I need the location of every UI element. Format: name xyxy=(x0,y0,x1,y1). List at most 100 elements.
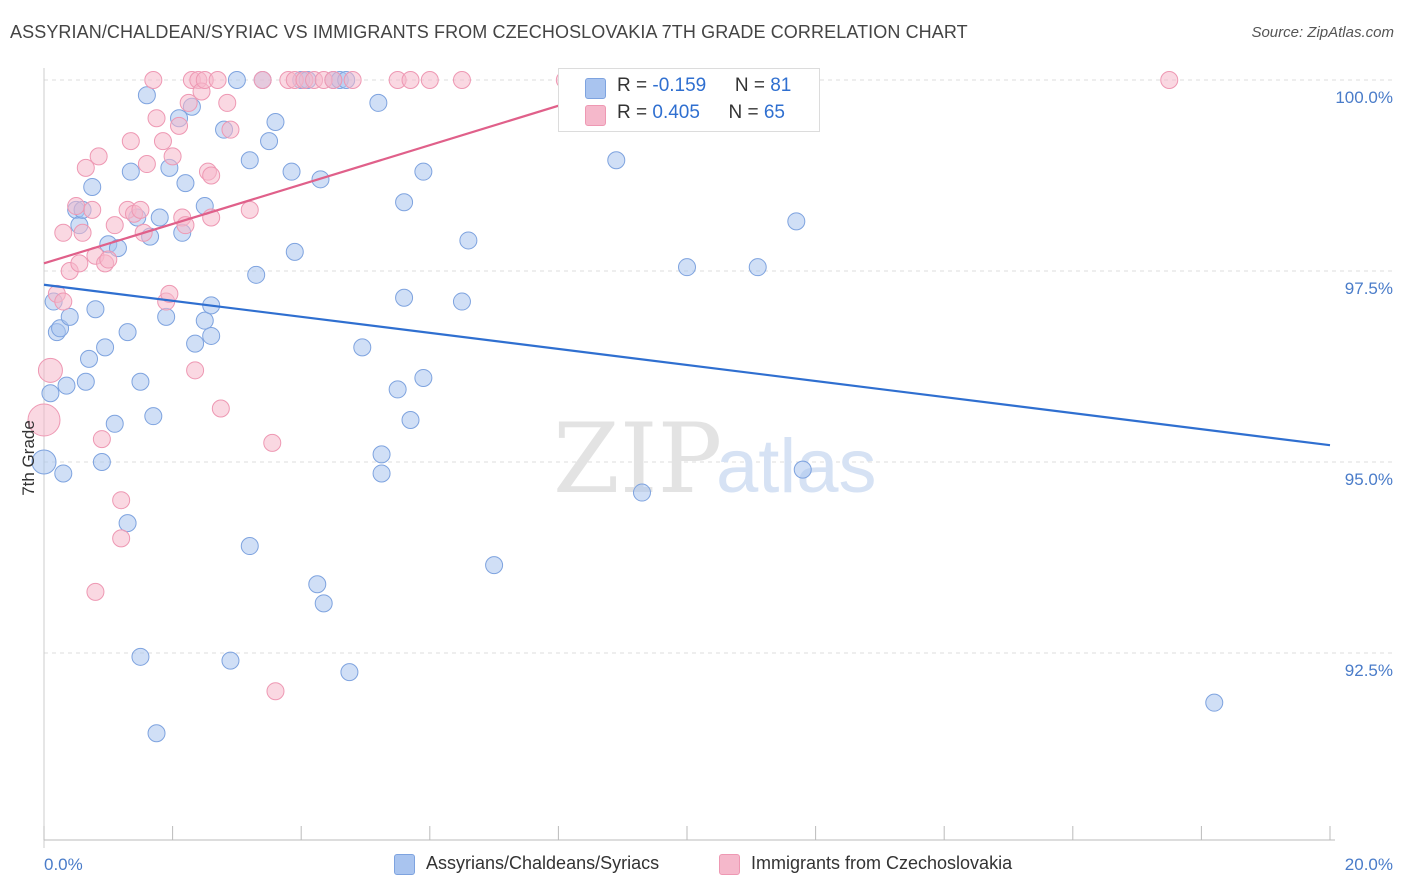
legend-swatch-blue xyxy=(394,854,415,875)
point-czechoslovakia xyxy=(263,433,282,452)
point-czechoslovakia xyxy=(253,71,272,89)
point-assyrians xyxy=(54,464,73,483)
point-czechoslovakia xyxy=(99,250,118,269)
y-tick-label: 95.0% xyxy=(1345,470,1393,489)
point-czechoslovakia xyxy=(202,166,221,185)
point-assyrians xyxy=(372,464,391,483)
point-assyrians xyxy=(92,453,111,471)
point-assyrians xyxy=(195,311,214,330)
point-assyrians xyxy=(105,414,124,433)
y-axis-title: 7th Grade xyxy=(19,420,38,496)
point-assyrians xyxy=(340,663,359,682)
point-czechoslovakia xyxy=(54,292,73,311)
point-assyrians xyxy=(353,338,372,357)
point-czechoslovakia xyxy=(76,158,95,177)
point-czechoslovakia xyxy=(83,200,102,219)
point-assyrians xyxy=(395,193,414,212)
axis-labels: 100.0% 97.5% 95.0% 92.5% 0.0% 20.0% 7th Grade xyxy=(19,88,1393,874)
source-label: Source: ZipAtlas.com xyxy=(1251,24,1394,41)
point-assyrians xyxy=(395,288,414,307)
point-czechoslovakia xyxy=(105,216,124,235)
point-assyrians xyxy=(51,319,70,338)
point-czechoslovakia xyxy=(37,357,63,383)
point-czechoslovakia xyxy=(420,71,439,89)
point-czechoslovakia xyxy=(163,147,182,166)
point-assyrians xyxy=(131,372,150,391)
point-assyrians xyxy=(131,647,150,666)
legend-r-label: R = xyxy=(617,75,653,96)
point-assyrians xyxy=(96,338,115,357)
point-czechoslovakia xyxy=(86,582,105,601)
point-czechoslovakia xyxy=(208,71,227,89)
point-assyrians xyxy=(150,208,169,227)
point-assyrians xyxy=(678,258,696,277)
point-assyrians xyxy=(372,445,391,464)
point-assyrians xyxy=(57,376,76,395)
point-czechoslovakia xyxy=(266,682,285,701)
point-assyrians xyxy=(186,334,205,353)
point-assyrians xyxy=(793,460,812,479)
point-czechoslovakia xyxy=(67,197,86,216)
legend-r-label: R = xyxy=(617,102,653,123)
point-assyrians xyxy=(118,514,137,533)
legend-n-label: N = xyxy=(734,75,771,96)
legend-n-value: 81 xyxy=(770,75,792,96)
point-assyrians xyxy=(144,407,163,426)
legend-swatch-pink xyxy=(719,854,740,875)
point-czechoslovakia xyxy=(186,361,205,380)
point-czechoslovakia xyxy=(144,71,163,89)
legend-label-czechoslovakia: Immigrants from Czechoslovakia xyxy=(751,853,1013,873)
point-czechoslovakia xyxy=(153,132,172,151)
trend-line-czechoslovakia xyxy=(43,75,656,265)
point-assyrians xyxy=(452,292,471,311)
legend-swatch-blue xyxy=(585,78,606,99)
point-czechoslovakia xyxy=(324,71,343,89)
legend-r-value: -0.159 xyxy=(652,75,707,96)
y-tick-label: 100.0% xyxy=(1335,88,1393,107)
point-assyrians xyxy=(240,151,259,170)
point-assyrians xyxy=(137,86,156,105)
legend-r-value: 0.405 xyxy=(652,102,700,123)
point-czechoslovakia xyxy=(137,155,156,174)
point-czechoslovakia xyxy=(92,430,111,449)
point-czechoslovakia xyxy=(131,200,150,219)
point-assyrians xyxy=(121,162,140,181)
point-assyrians xyxy=(787,212,806,231)
point-assyrians xyxy=(266,113,285,132)
point-czechoslovakia xyxy=(112,529,131,548)
point-czechoslovakia xyxy=(27,403,61,437)
point-czechoslovakia xyxy=(221,120,240,139)
point-assyrians xyxy=(459,231,478,250)
legend-swatch-pink xyxy=(585,105,606,126)
point-czechoslovakia xyxy=(211,399,230,418)
series-assyrians-points xyxy=(31,71,1224,743)
point-czechoslovakia xyxy=(121,132,140,151)
point-assyrians xyxy=(60,307,79,326)
point-assyrians xyxy=(147,724,166,743)
legend-n-label: N = xyxy=(728,102,764,123)
trend-lines xyxy=(43,75,1331,447)
series-legend: Assyrians/Chaldeans/Syriacs Immigrants f… xyxy=(0,852,1406,878)
x-tick-label-right: 20.0% xyxy=(1345,855,1393,874)
legend-n-value: 65 xyxy=(763,102,785,123)
point-assyrians xyxy=(80,349,99,368)
point-assyrians xyxy=(118,323,137,342)
watermark: ZIP atlas xyxy=(553,403,877,515)
point-czechoslovakia xyxy=(170,116,189,135)
point-czechoslovakia xyxy=(160,284,179,303)
point-assyrians xyxy=(157,307,176,326)
point-assyrians xyxy=(607,151,626,170)
correlation-legend: R = -0.159 N = 81 R = 0.405 N = 65 xyxy=(558,68,820,132)
point-assyrians xyxy=(247,265,266,284)
point-czechoslovakia xyxy=(452,71,471,89)
point-czechoslovakia xyxy=(147,109,166,128)
point-assyrians xyxy=(221,651,240,670)
point-czechoslovakia xyxy=(343,71,362,89)
point-assyrians xyxy=(31,449,57,475)
point-assyrians xyxy=(401,410,420,429)
x-tick-label-left: 0.0% xyxy=(44,855,83,874)
point-assyrians xyxy=(176,174,195,193)
point-assyrians xyxy=(202,326,221,345)
legend-label-assyrians: Assyrians/Chaldeans/Syriacs xyxy=(426,853,660,873)
point-assyrians xyxy=(308,575,327,594)
